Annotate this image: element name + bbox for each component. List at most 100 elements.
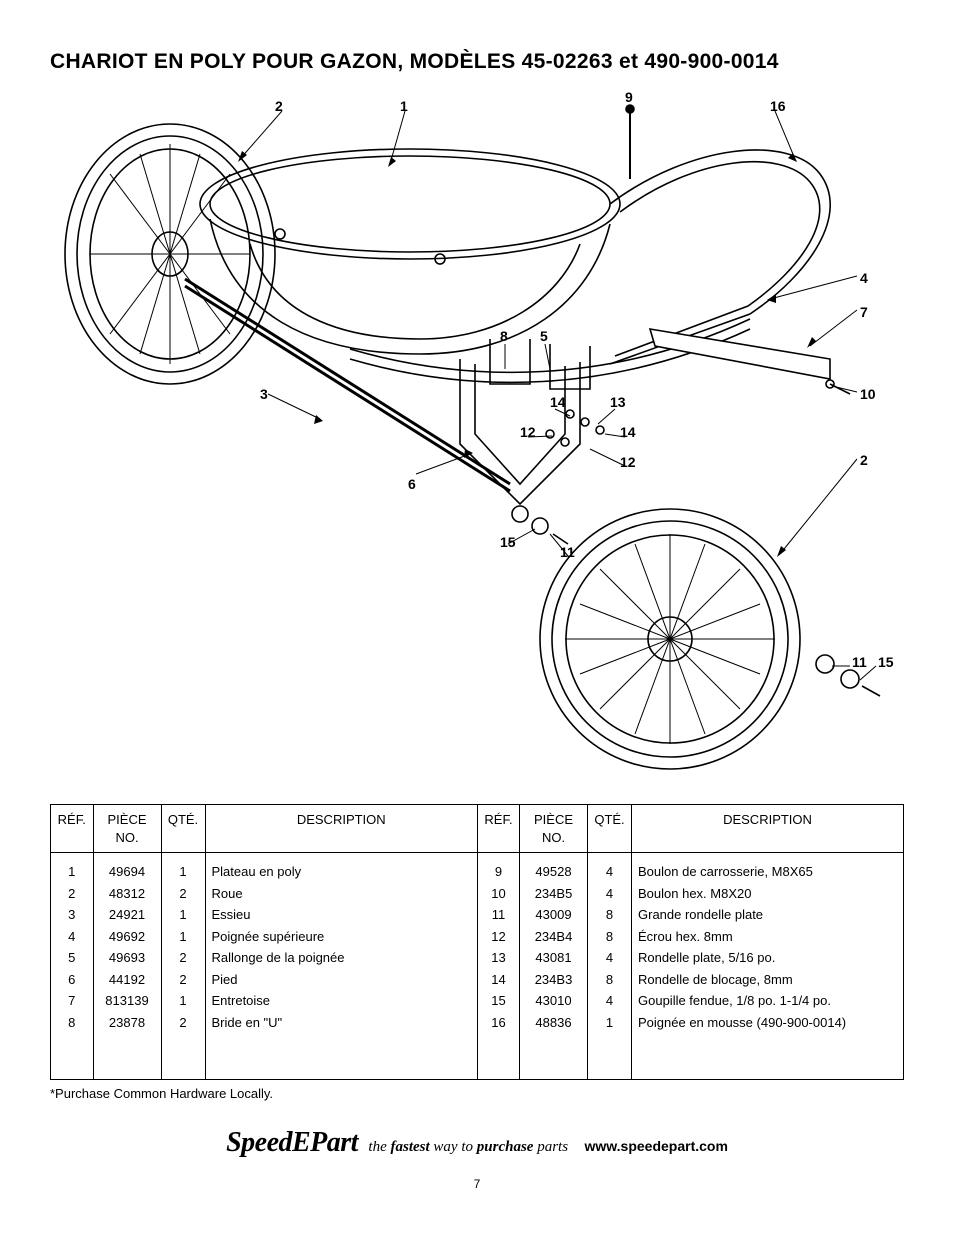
- callout-number: 12: [520, 424, 536, 440]
- cell-ref: 2: [51, 883, 93, 905]
- callout-number: 5: [540, 328, 548, 344]
- table-row: 10234B54Boulon hex. M8X20: [478, 883, 904, 905]
- cell-desc: Rondelle de blocage, 8mm: [632, 969, 904, 991]
- cell-desc: Grande rondelle plate: [632, 904, 904, 926]
- cell-ref: 8: [51, 1012, 93, 1080]
- cell-piece: 23878: [93, 1012, 161, 1080]
- th-piece-text: PIÈCE NO.: [107, 812, 146, 845]
- page: CHARIOT EN POLY POUR GAZON, MODÈLES 45-0…: [0, 0, 954, 1221]
- callout-number: 15: [878, 654, 894, 670]
- th-qte: QTÉ.: [588, 805, 632, 853]
- cell-qte: 4: [588, 947, 632, 969]
- cell-qte: 1: [161, 990, 205, 1012]
- callout-number: 2: [275, 98, 283, 114]
- callout-number: 3: [260, 386, 268, 402]
- callout-number: 11: [560, 544, 575, 560]
- cell-ref: 1: [51, 853, 93, 883]
- table-row: 5496932Rallonge de la poignée: [51, 947, 477, 969]
- tagline: the fastest way to purchase parts: [368, 1139, 568, 1156]
- cell-desc: Poignée en mousse (490-900-0014): [632, 1012, 904, 1080]
- cell-qte: 4: [588, 883, 632, 905]
- cell-ref: 16: [478, 1012, 520, 1080]
- brand-logo: SpeedEPart: [226, 1127, 358, 1159]
- table-row: 4496921Poignée supérieure: [51, 926, 477, 948]
- th-piece: PIÈCE NO.: [520, 805, 588, 853]
- cell-ref: 15: [478, 990, 520, 1012]
- cell-desc: Entretoise: [205, 990, 477, 1012]
- cell-desc: Goupille fendue, 1/8 po. 1-1/4 po.: [632, 990, 904, 1012]
- table-row: 78131391Entretoise: [51, 990, 477, 1012]
- tagline-text: the: [368, 1139, 390, 1155]
- table-row: 3249211Essieu: [51, 904, 477, 926]
- cell-ref: 9: [478, 853, 520, 883]
- cell-desc: Boulon hex. M8X20: [632, 883, 904, 905]
- callout-number: 16: [770, 98, 786, 114]
- page-title: CHARIOT EN POLY POUR GAZON, MODÈLES 45-0…: [50, 50, 904, 74]
- cell-piece: 43009: [520, 904, 588, 926]
- cell-qte: 2: [161, 883, 205, 905]
- table-row: 12234B48Écrou hex. 8mm: [478, 926, 904, 948]
- table-row: 16488361Poignée en mousse (490-900-0014): [478, 1012, 904, 1080]
- cell-qte: 8: [588, 904, 632, 926]
- table-row: 11430098Grande rondelle plate: [478, 904, 904, 926]
- cell-piece: 49528: [520, 853, 588, 883]
- cell-piece: 48312: [93, 883, 161, 905]
- cell-piece: 234B4: [520, 926, 588, 948]
- tagline-bold: fastest: [391, 1139, 430, 1155]
- table-row: 9495284Boulon de carrosserie, M8X65: [478, 853, 904, 883]
- callout-number: 8: [500, 328, 508, 344]
- cell-qte: 1: [161, 853, 205, 883]
- cell-piece: 813139: [93, 990, 161, 1012]
- callout-number: 15: [500, 534, 516, 550]
- parts-table-left: RÉF. PIÈCE NO. QTÉ. DESCRIPTION 1496941P…: [51, 805, 477, 1079]
- cell-desc: Poignée supérieure: [205, 926, 477, 948]
- cell-piece: 49694: [93, 853, 161, 883]
- footnote: *Purchase Common Hardware Locally.: [50, 1086, 904, 1101]
- cell-ref: 14: [478, 969, 520, 991]
- tagline-text: way to: [430, 1139, 477, 1155]
- th-desc: DESCRIPTION: [632, 805, 904, 853]
- callout-number: 14: [550, 394, 566, 410]
- table-row: 15430104Goupille fendue, 1/8 po. 1-1/4 p…: [478, 990, 904, 1012]
- diagram-svg: [50, 84, 904, 784]
- th-ref: RÉF.: [51, 805, 93, 853]
- th-piece: PIÈCE NO.: [93, 805, 161, 853]
- callout-number: 13: [610, 394, 626, 410]
- cell-ref: 4: [51, 926, 93, 948]
- cell-ref: 7: [51, 990, 93, 1012]
- parts-table-right: RÉF. PIÈCE NO. QTÉ. DESCRIPTION 9495284B…: [477, 805, 903, 1079]
- callout-number: 6: [408, 476, 416, 492]
- footer: SpeedEPart the fastest way to purchase p…: [50, 1127, 904, 1159]
- callout-number: 1: [400, 98, 408, 114]
- table-row: 13430814Rondelle plate, 5/16 po.: [478, 947, 904, 969]
- cell-piece: 44192: [93, 969, 161, 991]
- cell-piece: 43010: [520, 990, 588, 1012]
- cell-ref: 10: [478, 883, 520, 905]
- callout-number: 2: [860, 452, 868, 468]
- th-desc: DESCRIPTION: [205, 805, 477, 853]
- cell-qte: 4: [588, 990, 632, 1012]
- cell-qte: 8: [588, 969, 632, 991]
- table-row: 2483122Roue: [51, 883, 477, 905]
- cell-piece: 24921: [93, 904, 161, 926]
- cell-desc: Écrou hex. 8mm: [632, 926, 904, 948]
- cell-desc: Bride en "U": [205, 1012, 477, 1080]
- cell-qte: 8: [588, 926, 632, 948]
- table-row: 8238782Bride en "U": [51, 1012, 477, 1080]
- cell-qte: 1: [161, 904, 205, 926]
- cell-qte: 1: [588, 1012, 632, 1080]
- th-ref: RÉF.: [478, 805, 520, 853]
- cell-desc: Essieu: [205, 904, 477, 926]
- th-piece-text: PIÈCE NO.: [534, 812, 573, 845]
- table-row: 1496941Plateau en poly: [51, 853, 477, 883]
- footer-url: www.speedepart.com: [585, 1138, 728, 1154]
- cell-desc: Roue: [205, 883, 477, 905]
- cell-qte: 2: [161, 1012, 205, 1080]
- cell-piece: 43081: [520, 947, 588, 969]
- cell-ref: 6: [51, 969, 93, 991]
- cell-ref: 5: [51, 947, 93, 969]
- cell-piece: 234B3: [520, 969, 588, 991]
- tagline-bold: purchase: [477, 1139, 534, 1155]
- cell-qte: 2: [161, 969, 205, 991]
- callout-number: 11: [852, 654, 867, 670]
